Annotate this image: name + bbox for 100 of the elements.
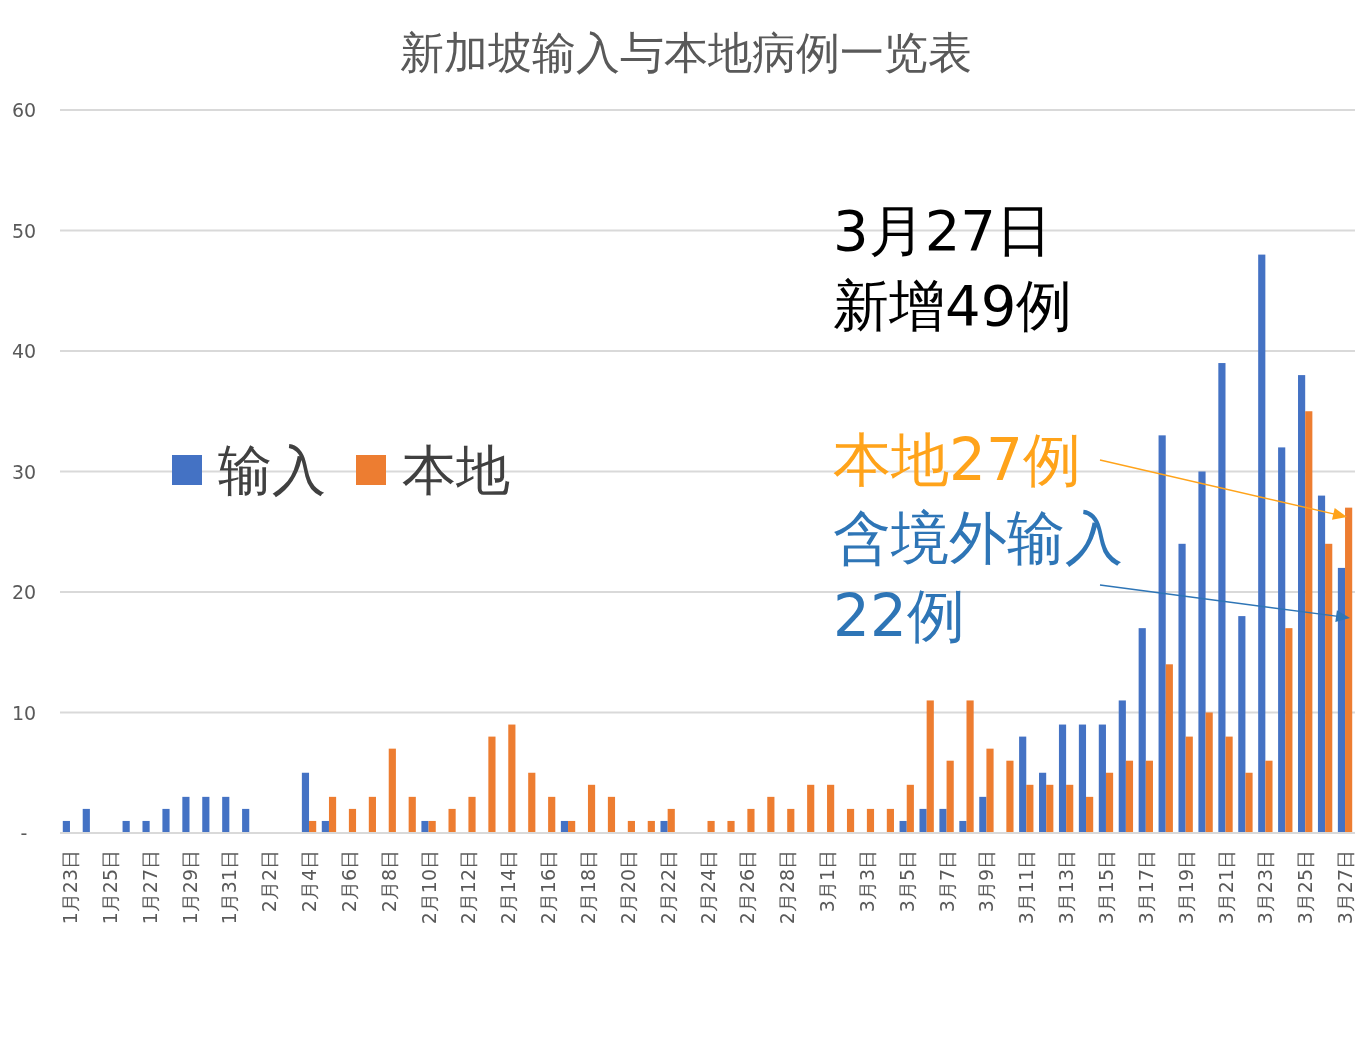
x-tick-label: 2月6日 <box>337 850 360 913</box>
bar <box>1225 736 1233 833</box>
annotation: 新增49例 <box>833 273 1073 338</box>
bar <box>966 700 974 833</box>
x-tick-label: 3月13日 <box>1055 850 1078 925</box>
bar <box>1118 700 1126 833</box>
bar <box>1006 760 1014 833</box>
x-tick-label: 2月24日 <box>696 850 719 925</box>
bar <box>448 808 456 833</box>
bar <box>468 796 476 833</box>
bar <box>1325 543 1333 833</box>
bar <box>1178 543 1186 833</box>
x-tick-label: 3月1日 <box>816 850 839 913</box>
bar <box>62 820 70 833</box>
x-tick-label: 3月27日 <box>1334 850 1357 925</box>
x-tick-label: 3月5日 <box>895 850 918 913</box>
y-tick-label: 20 <box>11 581 37 603</box>
bar <box>368 796 376 833</box>
bar <box>1238 616 1246 833</box>
bar <box>587 784 596 833</box>
x-tick-label: 2月8日 <box>377 850 400 913</box>
x-tick-label: 2月16日 <box>537 850 560 925</box>
bar <box>301 772 310 833</box>
x-tick-label: 2月10日 <box>417 850 440 925</box>
bar <box>1026 784 1034 833</box>
bar <box>1086 796 1094 833</box>
bar <box>1317 495 1326 833</box>
bar <box>428 820 436 833</box>
x-tick-label: 2月14日 <box>497 850 520 925</box>
bar <box>959 820 967 833</box>
x-tick-label: 2月2日 <box>258 850 281 913</box>
bar <box>1165 664 1173 833</box>
bar <box>1345 507 1353 833</box>
bar <box>488 736 496 833</box>
bar <box>1185 736 1193 833</box>
bar <box>1138 628 1146 833</box>
legend-label: 输入 <box>218 439 326 502</box>
bar <box>1258 254 1266 833</box>
bar <box>846 808 855 833</box>
chart-title: 新加坡输入与本地病例一览表 <box>400 27 972 78</box>
bar <box>388 748 396 833</box>
bar <box>309 820 317 833</box>
x-tick-label: 2月20日 <box>616 850 639 925</box>
bar <box>408 796 416 833</box>
x-tick-label: 3月23日 <box>1254 850 1277 925</box>
bar <box>528 772 536 833</box>
x-tick-label: 2月26日 <box>736 850 759 925</box>
bar <box>182 796 190 833</box>
bar <box>906 784 914 833</box>
x-tick-label: 3月19日 <box>1174 850 1197 925</box>
bar <box>162 808 170 833</box>
bar <box>660 820 668 833</box>
x-tick-label: 3月17日 <box>1134 850 1157 925</box>
bar <box>627 820 635 833</box>
bar <box>1218 363 1226 833</box>
x-tick-label: 1月29日 <box>178 850 201 925</box>
bar <box>1205 712 1213 833</box>
bar <box>899 820 907 833</box>
bar <box>807 784 815 833</box>
x-tick-label: 2月4日 <box>298 850 321 913</box>
annotation: 含境外输入22例 <box>833 504 1123 650</box>
annotation: 3月27日 <box>833 198 1052 263</box>
bar <box>767 796 775 833</box>
annotation: 本地27例 <box>833 426 1081 494</box>
x-tick-label: 2月28日 <box>776 850 799 925</box>
bar <box>1285 628 1293 833</box>
x-tick-label: 3月3日 <box>855 850 878 913</box>
y-tick-label: - <box>20 822 28 844</box>
bar <box>328 796 337 833</box>
bar <box>1145 760 1153 833</box>
y-tick-label: 50 <box>11 219 37 242</box>
bar <box>202 796 210 833</box>
x-tick-label: 2月18日 <box>576 850 599 925</box>
bar <box>946 760 954 833</box>
bar <box>607 796 616 833</box>
y-tick-label: 60 <box>11 99 37 121</box>
x-tick-label: 3月25日 <box>1294 850 1317 925</box>
bar <box>1105 772 1114 833</box>
bar <box>939 808 947 833</box>
x-tick-label: 2月12日 <box>457 850 480 925</box>
bar <box>827 784 835 833</box>
bar <box>1278 447 1286 833</box>
bar <box>1265 760 1273 833</box>
bar <box>1019 736 1027 833</box>
x-tick-label: 3月15日 <box>1094 850 1117 925</box>
x-tick-label: 2月22日 <box>656 850 679 925</box>
bar <box>1098 724 1106 833</box>
bar <box>886 808 894 833</box>
y-tick-label: 10 <box>11 701 37 724</box>
bar <box>919 808 927 833</box>
bar <box>647 820 655 833</box>
bar <box>667 808 675 833</box>
bar <box>926 700 934 833</box>
bar <box>986 748 994 833</box>
bar <box>1125 760 1134 833</box>
bar <box>1046 784 1054 833</box>
bar <box>727 820 735 833</box>
bar <box>787 808 795 833</box>
bar <box>548 796 556 833</box>
bar <box>1298 375 1306 833</box>
